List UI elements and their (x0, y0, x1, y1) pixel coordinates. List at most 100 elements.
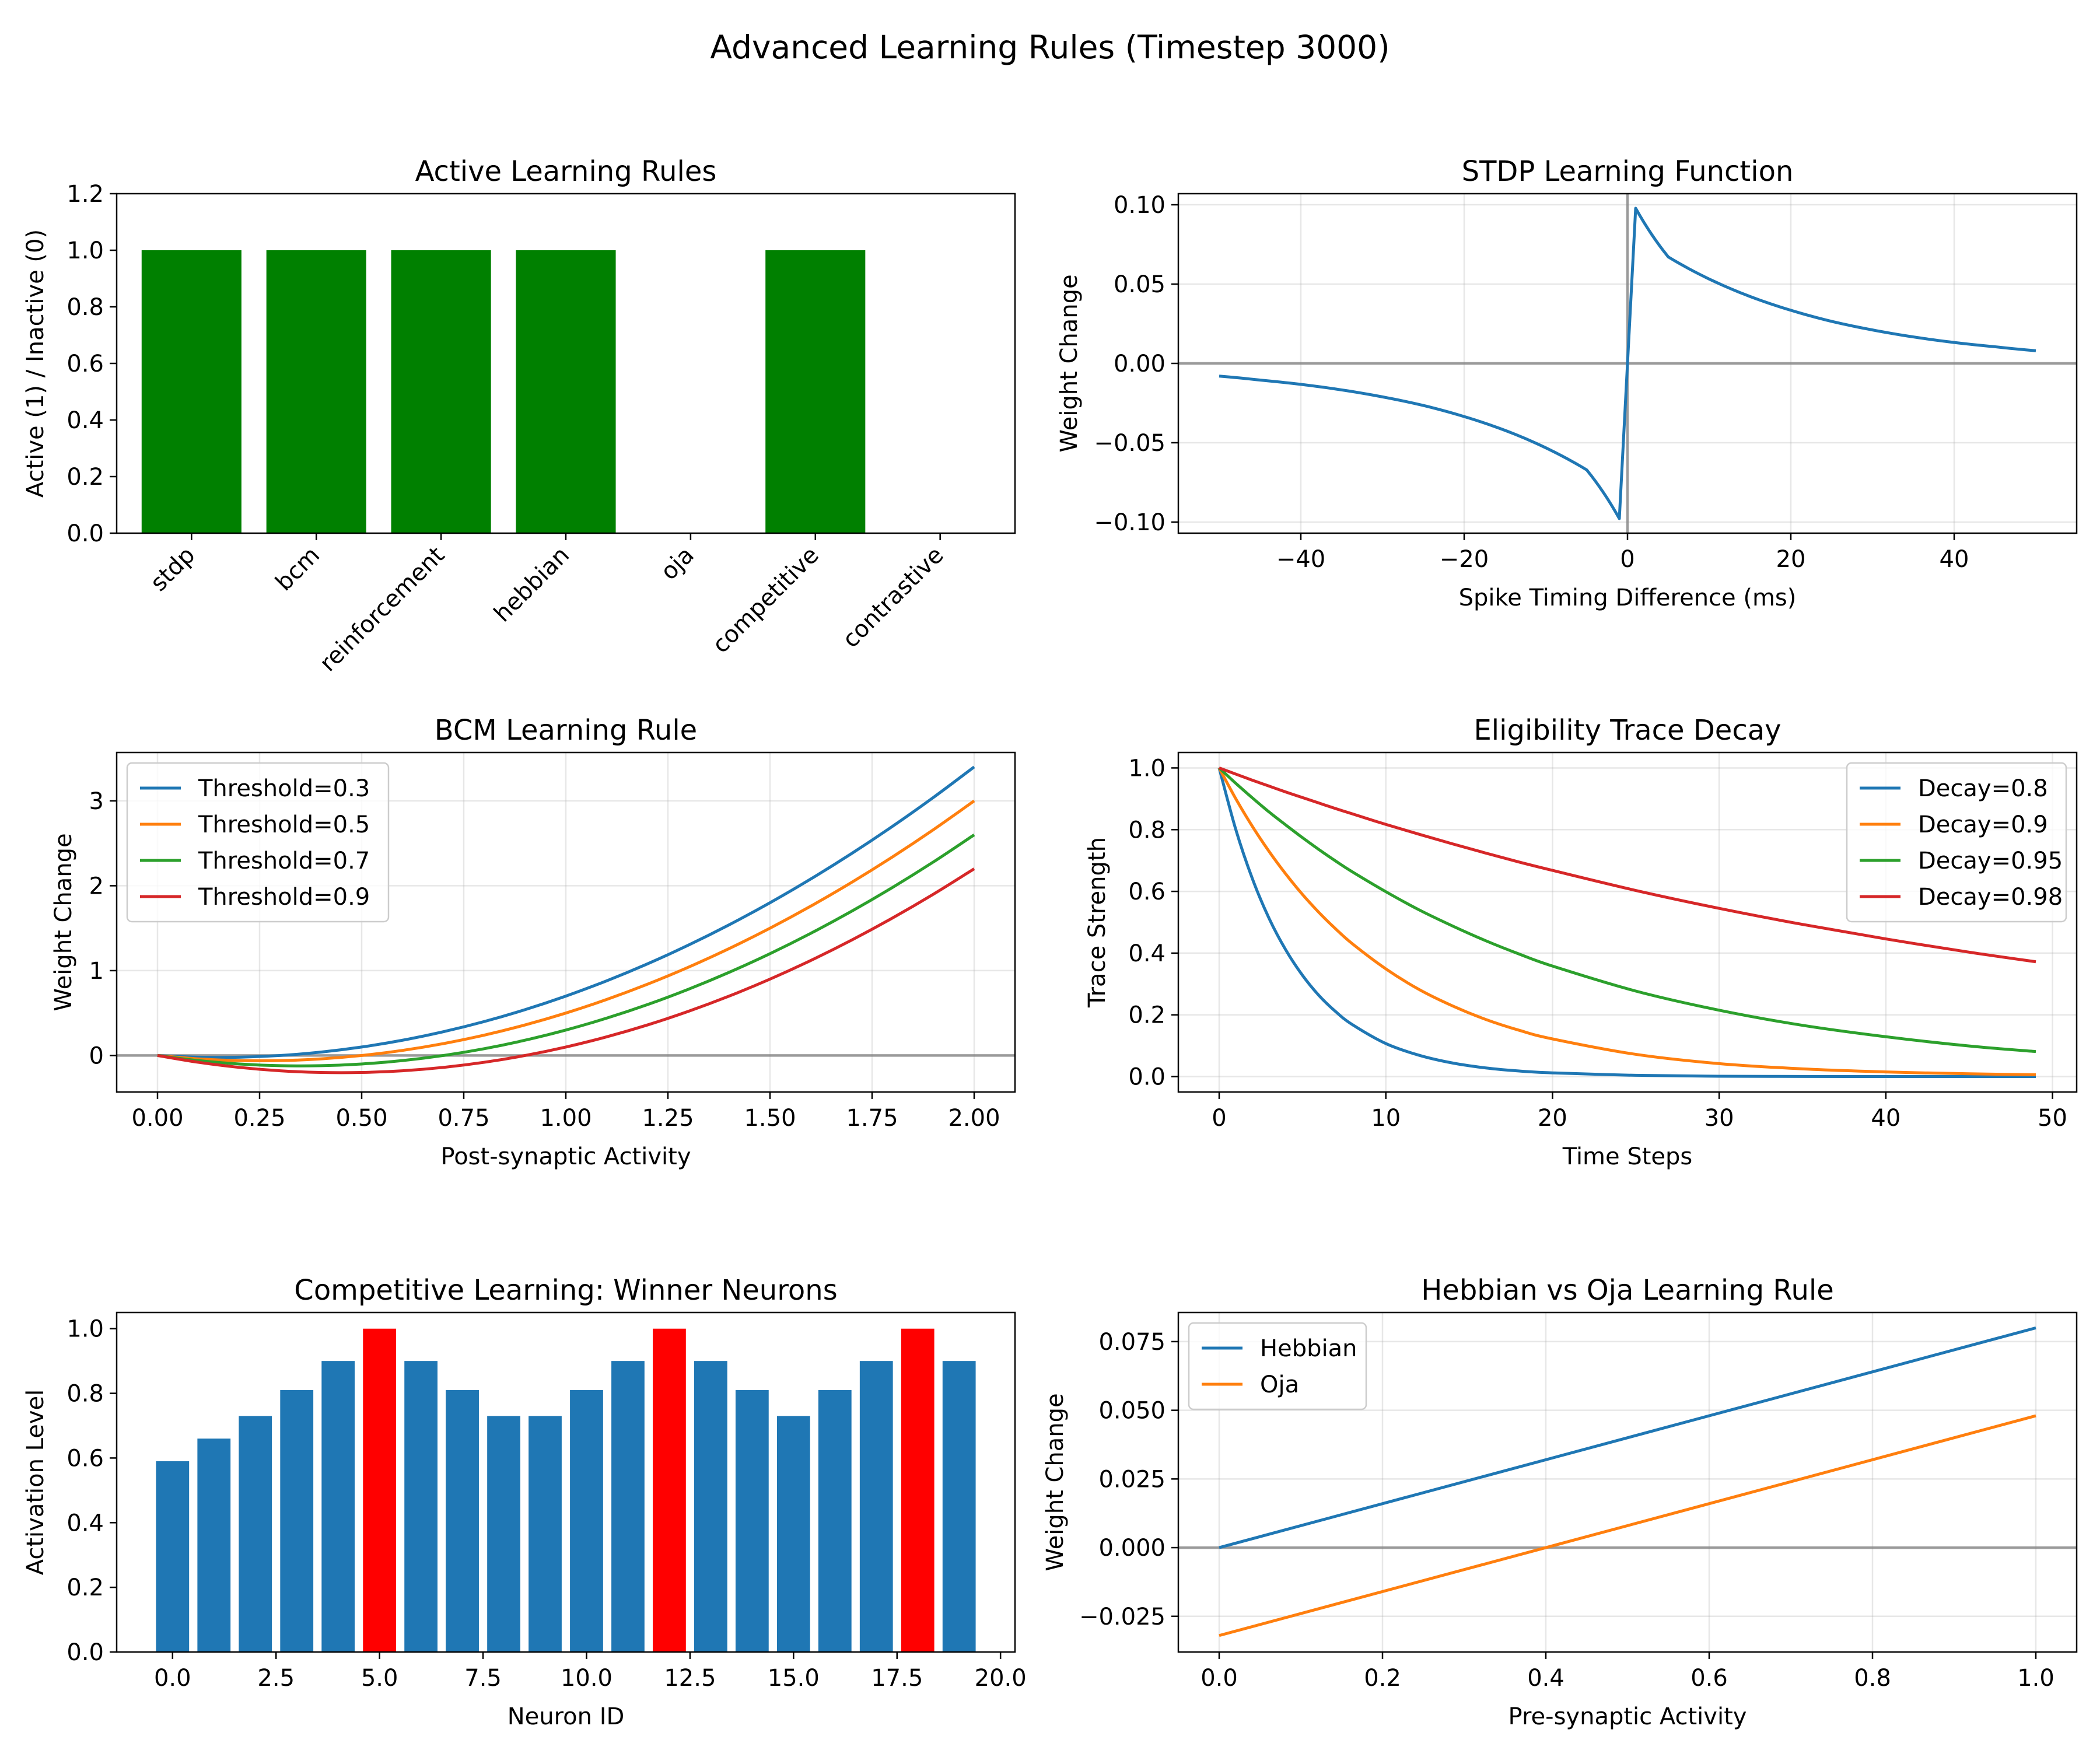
y-tick-label: 1.0 (66, 237, 104, 264)
x-tick-label: 0.0 (1200, 1665, 1238, 1692)
plot-area (141, 250, 866, 533)
x-tick-label: 15.0 (768, 1665, 820, 1692)
x-tick-label: 0.6 (1690, 1665, 1728, 1692)
y-tick-label: 1 (89, 958, 104, 985)
x-tick-label: 20.0 (975, 1665, 1027, 1692)
y-tick-label: 0.4 (66, 407, 104, 434)
neuron-bar (404, 1361, 438, 1652)
chart-bcm: 0 1 2 3 0.00 0.25 0.50 0.75 1.00 1.25 1.50 1.75 2.00… (50, 714, 1016, 1170)
y-tick-label: 3 (89, 788, 104, 815)
y-tick-label: 0.8 (66, 1381, 104, 1408)
x-axis-label: Neuron ID (508, 1703, 625, 1730)
neuron-bar (859, 1361, 893, 1652)
legend-box (126, 762, 390, 923)
chart-title: STDP Learning Function (1462, 155, 1794, 188)
plot-area (1219, 1326, 2036, 1637)
series-line-decay-0-8 (1217, 767, 2036, 1079)
x-axis-label: Time Steps (1562, 1143, 1693, 1170)
x-axis-label: Post-synaptic Activity (441, 1143, 691, 1170)
x-tick-label: 12.5 (664, 1665, 716, 1692)
y-tick-label: 0.075 (1098, 1329, 1166, 1356)
legend: Hebbian Oja (1188, 1322, 1367, 1410)
legend-label: Decay=0.95 (1918, 848, 2063, 874)
x-tick-label: −40 (1276, 546, 1325, 573)
y-axis-label: Activation Level (22, 1390, 49, 1576)
bar-stdp (141, 250, 242, 533)
neuron-bar (197, 1438, 231, 1652)
x-tick-label: 20 (1776, 546, 1806, 573)
x-axis-label: Spike Timing Difference (ms) (1459, 584, 1797, 611)
y-tick-label: 0.0 (66, 1639, 104, 1666)
y-tick-label: 0.2 (66, 464, 104, 491)
neuron-bar (446, 1390, 479, 1652)
neuron-bar (321, 1361, 355, 1652)
neuron-bar (942, 1361, 976, 1652)
x-tick-label: 0.75 (438, 1105, 489, 1132)
y-axis-label: Trace Strength (1084, 837, 1111, 1008)
x-tick-label: 7.5 (464, 1665, 502, 1692)
plot-area (156, 1328, 976, 1652)
x-tick-label: 1.75 (846, 1105, 898, 1132)
y-tick-label: 0.050 (1098, 1398, 1166, 1424)
neuron-bar (239, 1416, 272, 1652)
y-axis-label: Weight Change (1056, 274, 1083, 452)
y-tick-label: 0.8 (1128, 817, 1166, 844)
y-axis-label: Weight Change (50, 833, 77, 1011)
x-tick-label: 1.25 (642, 1105, 694, 1132)
bar-competitive (765, 250, 866, 533)
y-tick-label: 0 (89, 1042, 104, 1069)
plot-area (1219, 206, 2036, 520)
chart-competitive: 0.0 0.2 0.4 0.6 0.8 1.0 0.0 2.5 5.0 7.5 10.0 12.5 15… (22, 1274, 1027, 1730)
x-tick-label: 0.8 (1854, 1665, 1891, 1692)
series-line-decay-0-9 (1217, 767, 2036, 1076)
x-tick-label: 40 (1871, 1105, 1901, 1132)
plot-area (1217, 766, 2036, 1079)
series-line-decay-0-95 (1218, 766, 2036, 1054)
series-line-threshold-0-3 (157, 765, 975, 1059)
x-tick-label: 0.4 (1527, 1665, 1564, 1692)
axes-frame (1177, 751, 2078, 1093)
x-tick-label: 5.0 (361, 1665, 398, 1692)
y-tick-label: 0.2 (1128, 1002, 1166, 1029)
x-tick-label: 10.0 (561, 1665, 612, 1692)
legend-label: Decay=0.8 (1918, 775, 2048, 802)
x-tick-label: 30 (1704, 1105, 1734, 1132)
y-axis-label: Active (1) / Inactive (0) (22, 229, 49, 498)
y-tick-label: 0.4 (1128, 940, 1166, 967)
neuron-bar (611, 1361, 645, 1652)
y-tick-label: 0.0 (66, 520, 104, 547)
neuron-bar (487, 1416, 520, 1652)
x-tick-label: −20 (1440, 546, 1489, 573)
x-tick-label: 0.00 (131, 1105, 183, 1132)
y-tick-label: 1.2 (66, 181, 104, 208)
y-tick-label: 1.0 (1128, 755, 1166, 782)
y-tick-label: −0.025 (1079, 1604, 1166, 1630)
neuron-bar (818, 1390, 852, 1652)
legend-label: Hebbian (1260, 1335, 1357, 1362)
chart-trace: 0.0 0.2 0.4 0.6 0.8 1.0 0 10 20 30 40 50 Eligibility… (1084, 714, 2078, 1170)
legend-label: Decay=0.98 (1918, 884, 2063, 911)
x-axis-label: Pre-synaptic Activity (1508, 1703, 1747, 1730)
neuron-bar (735, 1390, 769, 1652)
legend-label: Threshold=0.9 (198, 884, 370, 911)
y-tick-label: 0.8 (66, 294, 104, 321)
neuron-bar (528, 1416, 562, 1652)
winner-bar (363, 1328, 397, 1652)
legend-label: Threshold=0.3 (198, 775, 370, 802)
figure-title: Advanced Learning Rules (Timestep 3000) (710, 29, 1390, 66)
series-line-threshold-0-7 (157, 834, 975, 1068)
chart-title: Eligibility Trace Decay (1474, 714, 1781, 747)
y-tick-label: 0.025 (1098, 1466, 1166, 1493)
x-tick-label: 1.50 (744, 1105, 796, 1132)
y-tick-label: −0.05 (1094, 430, 1166, 457)
bar-bcm (266, 250, 366, 533)
y-tick-label: 2 (89, 873, 104, 900)
neuron-bar (280, 1390, 314, 1652)
series-line-threshold-0-5 (157, 799, 975, 1063)
legend-label: Decay=0.9 (1918, 811, 2048, 838)
x-tick-label: 50 (2038, 1105, 2067, 1132)
x-tick-label: 2.5 (257, 1665, 295, 1692)
neuron-bar (694, 1361, 727, 1652)
y-tick-label: 0.0 (1128, 1064, 1166, 1091)
